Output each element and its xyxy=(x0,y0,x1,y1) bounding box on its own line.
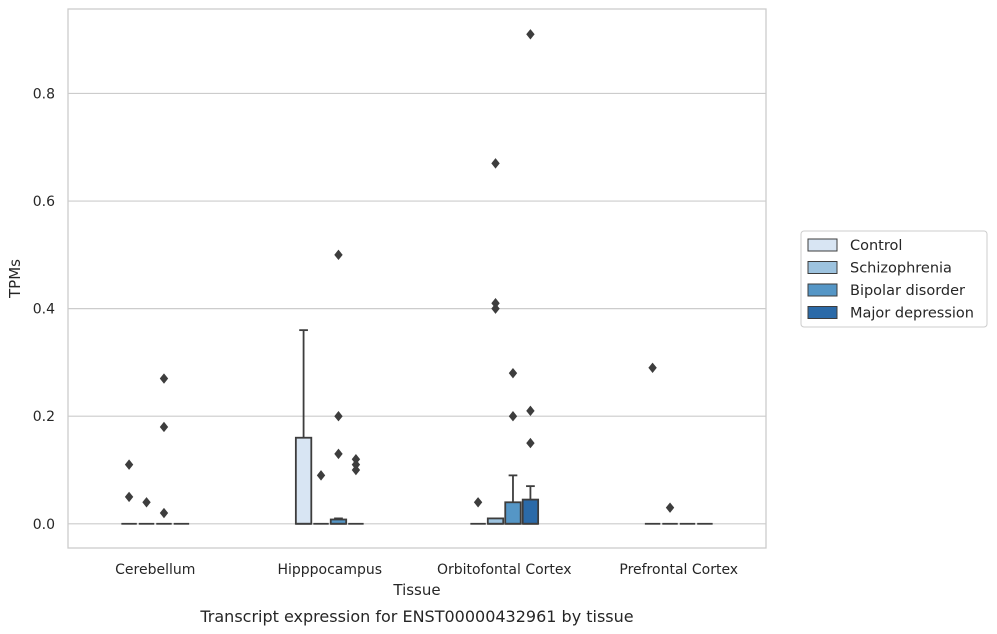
box xyxy=(521,485,540,525)
y-tick-label: 0.8 xyxy=(33,86,55,102)
outlier-point xyxy=(508,411,518,422)
box-body xyxy=(504,501,522,525)
outlier-point xyxy=(334,448,343,460)
x-tick-label: Cerebellum xyxy=(115,562,195,578)
outlier-point xyxy=(526,29,535,40)
outlier-point xyxy=(508,367,518,379)
legend-frame xyxy=(800,230,988,328)
legend-item: Schizophrenia xyxy=(850,261,952,277)
outlier-point xyxy=(334,249,343,261)
box-body xyxy=(521,498,540,525)
legend-item: Control xyxy=(850,238,902,254)
y-tick-labels: 0.0 0.2 0.4 0.6 0.8 xyxy=(33,86,55,532)
box-body xyxy=(294,436,313,525)
outlier-point xyxy=(159,507,169,519)
legend: Control Schizophrenia Bipolar disorder Majo… xyxy=(800,230,988,328)
outlier-point xyxy=(334,411,343,422)
legend-swatch xyxy=(807,261,838,274)
outlier-point xyxy=(665,502,675,513)
outlier-point xyxy=(159,373,169,384)
y-tick-label: 0.6 xyxy=(33,194,55,210)
legend-item: Major depression xyxy=(850,306,974,322)
x-tick-label: Hipppocampus xyxy=(277,562,382,578)
outlier-point xyxy=(351,464,361,476)
outlier-point xyxy=(124,459,134,470)
x-axis-label: Tissue xyxy=(392,581,440,599)
outlier-point xyxy=(316,470,326,481)
outlier-point xyxy=(491,303,500,314)
outlier-point xyxy=(491,298,500,309)
box xyxy=(486,517,505,525)
plot-frame xyxy=(67,8,767,549)
box xyxy=(294,329,313,525)
y-axis-label: TPMs xyxy=(6,259,24,299)
outlier-point xyxy=(159,421,169,433)
outlier-point xyxy=(491,158,500,169)
y-tick-label: 0.2 xyxy=(33,409,55,425)
outlier-point xyxy=(526,437,535,449)
box xyxy=(504,474,522,525)
y-tick-label: 0.0 xyxy=(33,517,55,533)
y-tick-label: 0.4 xyxy=(33,302,55,318)
outlier-point xyxy=(351,454,361,465)
outliers xyxy=(124,29,675,519)
x-tick-labels: Cerebellum Hipppocampus Orbitofontal Corte… xyxy=(115,562,738,578)
legend-swatch xyxy=(807,238,838,252)
outlier-point xyxy=(142,497,151,508)
legend-swatch xyxy=(807,283,838,297)
outlier-point xyxy=(473,497,483,508)
box xyxy=(329,517,348,525)
outlier-point xyxy=(648,362,657,373)
chart-caption: Transcript expression for ENST0000043296… xyxy=(199,607,633,626)
legend-swatch xyxy=(807,306,838,319)
x-tick-label: Orbitofontal Cortex xyxy=(437,562,572,578)
outlier-point xyxy=(351,459,361,470)
outlier-point xyxy=(124,491,134,503)
outlier-point xyxy=(526,405,535,417)
boxes xyxy=(121,329,713,525)
gridlines xyxy=(68,92,766,525)
legend-item: Bipolar disorder xyxy=(850,283,965,299)
x-tick-label: Prefrontal Cortex xyxy=(619,562,738,578)
